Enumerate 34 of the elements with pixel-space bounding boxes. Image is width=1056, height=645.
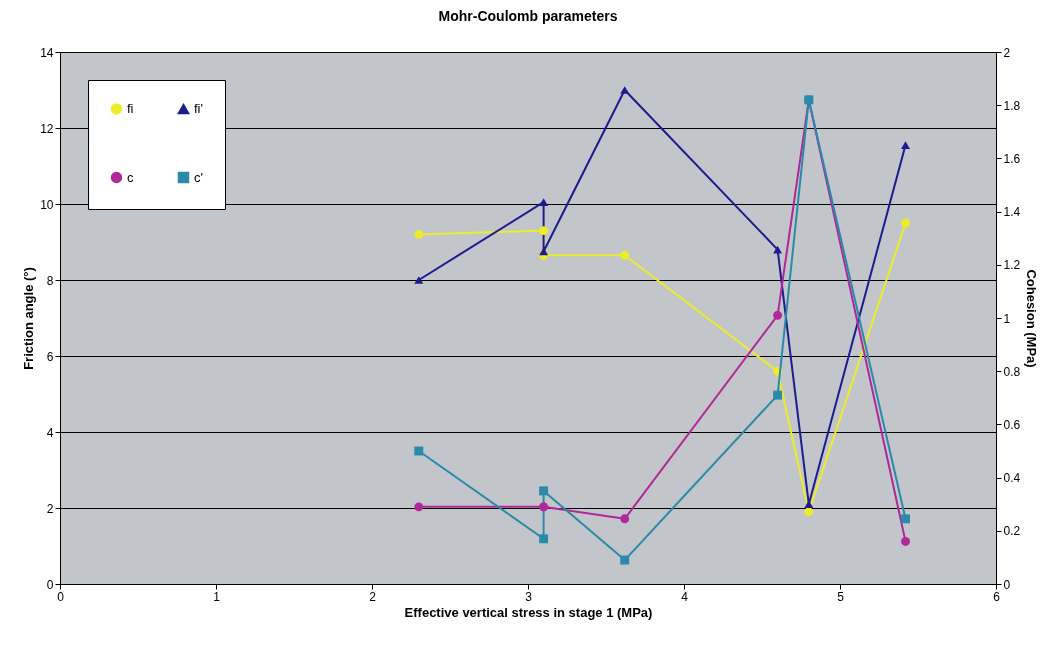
x-axis-title: Effective vertical stress in stage 1 (MPa) [404,604,653,620]
y-tick-label: 6 [46,349,54,364]
chart-title: Mohr-Coulomb parameters [438,8,618,24]
y2-tick-label: 1.6 [1003,151,1021,166]
y2-axis-title: Cohesion (MPa) [1024,269,1040,368]
y2-tick-label: 0.6 [1003,417,1021,432]
y2-tick-label: 1 [1003,311,1011,326]
legend-label: c' [194,169,203,185]
legend-label: fi' [194,101,203,117]
y-tick-label: 12 [40,121,54,136]
x-tick-label: 1 [213,589,221,604]
y-tick-label: 4 [46,425,54,440]
y-tick-label: 8 [46,273,54,288]
y2-tick-label: 0.8 [1003,364,1021,379]
x-tick-label: 5 [837,589,845,604]
legend-label: fi [127,100,134,116]
y2-tick-label: 0.4 [1003,471,1021,486]
y2-tick-label: 2 [1003,45,1011,60]
x-tick-label: 0 [57,589,65,604]
y2-tick-label: 0 [1003,577,1011,592]
y-tick-label: 0 [46,577,54,592]
legend-label: c [127,169,134,185]
y-tick-label: 2 [46,501,54,516]
y2-tick-label: 1.4 [1003,205,1021,220]
y2-tick-label: 0.2 [1003,524,1021,539]
x-tick-label: 6 [993,589,1001,604]
x-tick-label: 3 [525,589,533,604]
y2-tick-label: 1.8 [1003,98,1021,113]
x-tick-label: 2 [369,589,377,604]
y-tick-label: 10 [40,197,54,212]
y-tick-label: 14 [40,45,54,60]
y2-tick-label: 1.2 [1003,258,1021,273]
x-tick-label: 4 [681,589,689,604]
y-axis-title: Friction angle (°) [21,267,37,370]
